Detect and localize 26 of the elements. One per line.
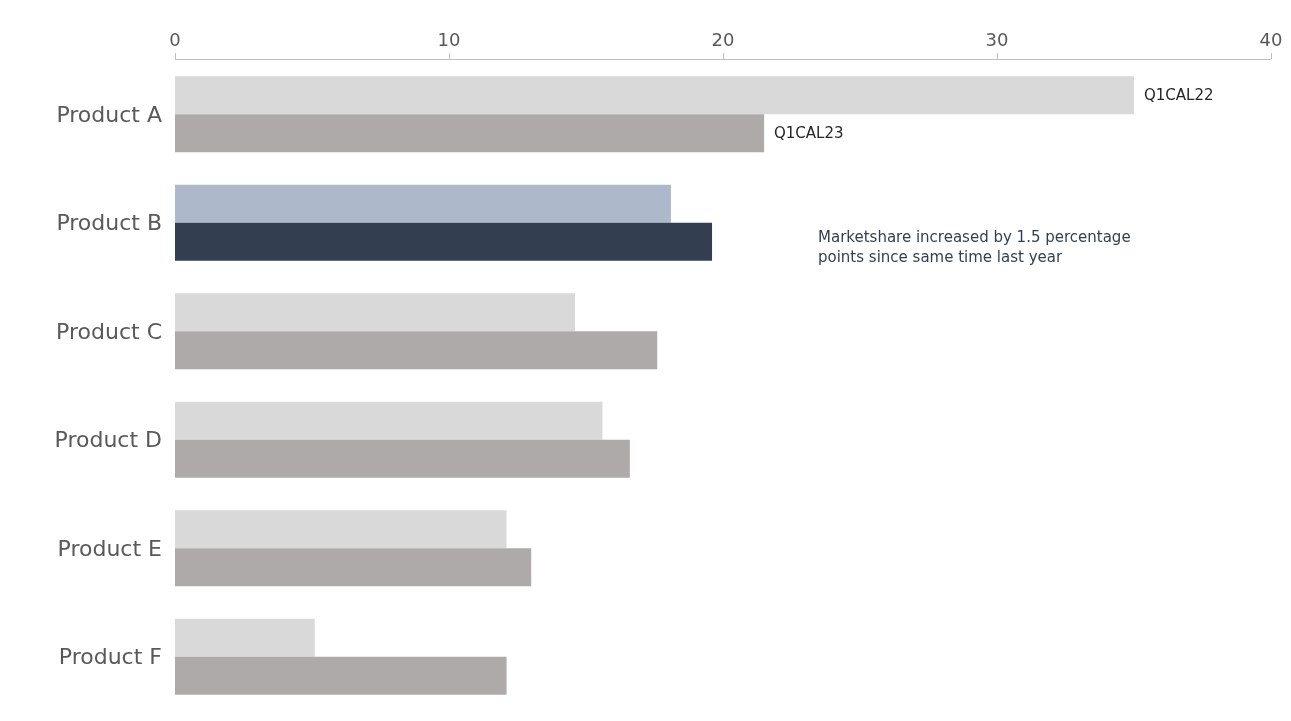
bar [175, 439, 630, 478]
bar [175, 222, 713, 261]
x-tick-label: 40 [1259, 28, 1283, 50]
bar [175, 293, 576, 332]
y-tick-label: Product E [57, 535, 162, 561]
bar [175, 548, 532, 587]
bar [175, 114, 765, 153]
bar [175, 510, 507, 549]
y-tick-label: Product F [58, 644, 162, 670]
x-tick-label: 30 [985, 28, 1009, 50]
bar [175, 76, 1134, 115]
y-tick-label: Product B [56, 210, 162, 236]
y-tick-label: Product D [54, 427, 162, 453]
annotation: Marketshare increased by 1.5 percentage points since same time last year [818, 228, 1131, 266]
series-label: Q1CAL22 [1144, 86, 1214, 104]
series-label: Q1CAL23 [774, 124, 844, 142]
x-tick-label: 10 [437, 28, 461, 50]
bar [175, 618, 315, 657]
y-tick-label: Product A [56, 101, 162, 127]
bar [175, 331, 658, 370]
bar [175, 184, 671, 223]
x-tick-label: 20 [711, 28, 735, 50]
bar [175, 656, 507, 695]
y-tick-label: Product C [56, 318, 162, 344]
x-tick-label: 0 [169, 28, 181, 50]
bar [175, 401, 603, 440]
